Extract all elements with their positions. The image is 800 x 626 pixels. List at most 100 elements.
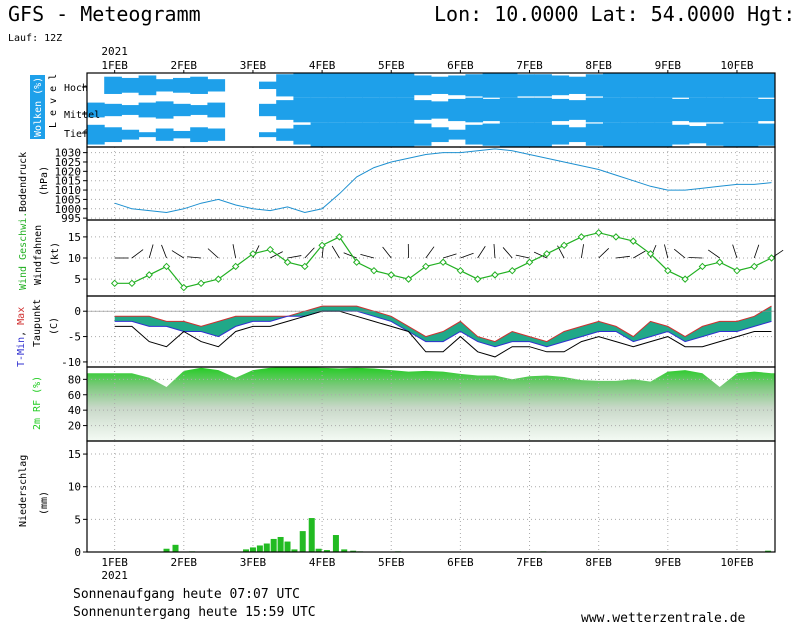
cloud-cell-hoch [276, 74, 294, 96]
cloud-cell-tief [517, 122, 535, 147]
cloud-cell-tief [87, 125, 105, 145]
precip-unit: (mm) [39, 491, 50, 515]
cloud-cell-tief [465, 125, 483, 145]
temp-ylabel-min: T-Min [16, 337, 27, 367]
precip-ytick-label: 15 [68, 448, 81, 461]
cloud-cell-hoch [483, 73, 501, 98]
cloud-cell-mittel [328, 98, 346, 123]
cloud-cell-mittel [655, 98, 673, 123]
cloud-cell-tief [637, 122, 655, 147]
pressure-ytick-label: 1030 [55, 147, 82, 160]
cloud-cell-mittel [431, 101, 449, 118]
cloud-cell-tief [758, 124, 776, 146]
precip-bar [278, 537, 284, 552]
cloud-cell-tief [586, 124, 604, 146]
wind-point [388, 272, 394, 278]
wind-barb [233, 244, 236, 258]
pressure-unit: (hPa) [39, 166, 50, 196]
cloud-cell-mittel [362, 98, 380, 123]
precip-frame [87, 441, 775, 552]
cloud-cell-tief [534, 122, 552, 147]
cloud-cell-hoch [397, 73, 415, 98]
wind-barb [383, 247, 392, 258]
cloud-cell-hoch [758, 73, 776, 98]
cloud-cell-hoch [534, 74, 552, 96]
level-label: L e v e l [48, 74, 59, 128]
day-label-bottom: 5FEB [378, 556, 405, 569]
cloud-cell-mittel [741, 98, 759, 123]
precip-bar [271, 539, 277, 552]
wind-point [475, 276, 481, 282]
cloud-cell-mittel [448, 99, 466, 121]
wind-barb [633, 251, 645, 258]
cloud-cell-tief [259, 132, 277, 137]
temp-band [115, 306, 772, 347]
cloud-cell-tief [655, 122, 673, 147]
wind-barb [599, 248, 609, 258]
humidity-ytick-label: 20 [68, 420, 81, 433]
humidity-ylabel: 2m RF (%) [32, 376, 43, 430]
cloud-cell-hoch [414, 75, 432, 95]
cloud-cell-mittel [293, 98, 311, 123]
cloud-cell-mittel [758, 99, 776, 121]
cloud-cell-tief [551, 125, 569, 145]
cloud-cell-tief [345, 122, 363, 147]
sunset-text: Sonnenuntergang heute 15:59 UTC [73, 605, 316, 620]
precip-ylabel: Niederschlag [18, 455, 29, 527]
day-label-bottom: 7FEB [516, 556, 543, 569]
site-link[interactable]: www.wetterzentrale.de [581, 611, 745, 626]
temp-unit: (C) [49, 317, 60, 335]
cloud-cell-hoch [139, 75, 157, 95]
cloud-cell-tief [173, 131, 191, 138]
wind-point [544, 251, 550, 257]
cloud-cell-tief [379, 122, 397, 147]
cloud-cell-tief [121, 130, 139, 140]
wind-point [198, 280, 204, 286]
wind-ylabel: Wind Geschwi. [18, 212, 29, 290]
cloud-cell-tief [706, 124, 724, 146]
cloud-cell-mittel [672, 99, 690, 121]
cloud-cell-hoch [259, 82, 277, 89]
cloud-cell-hoch [465, 74, 483, 96]
cloud-cell-mittel [311, 98, 329, 123]
cloud-cell-tief [620, 122, 638, 147]
cloud-cell-hoch [431, 77, 449, 94]
cloud-cell-hoch [689, 73, 707, 98]
cloud-cell-tief [311, 122, 329, 147]
year-label-bottom: 2021 [101, 569, 128, 582]
cloud-cell-tief [431, 127, 449, 142]
cloud-level-hoch: Hoch [64, 83, 88, 94]
day-label-bottom: 6FEB [447, 556, 474, 569]
wind-barb [733, 245, 737, 258]
wind-barb [754, 245, 759, 258]
wind-barb [494, 244, 495, 258]
cloud-cell-tief [207, 129, 225, 141]
cloud-cell-tief [156, 129, 174, 141]
cloud-cell-hoch [586, 74, 604, 96]
wind-barb [172, 251, 184, 258]
cloud-cell-mittel [190, 105, 208, 115]
wind-barb [516, 255, 530, 258]
wind-barb [208, 249, 218, 258]
cloud-cell-hoch [603, 73, 621, 98]
cloud-cell-hoch [448, 75, 466, 95]
cloud-cell-hoch [311, 73, 329, 98]
cloud-cell-mittel [121, 105, 139, 115]
cloud-cell-hoch [655, 73, 673, 98]
wind-barb [443, 254, 456, 258]
cloud-cell-mittel [276, 100, 294, 120]
cloud-cell-tief [397, 122, 415, 147]
day-label-bottom: 9FEB [655, 556, 682, 569]
wind-point [527, 259, 533, 265]
cloud-cell-mittel [689, 98, 707, 123]
wind-ytick-label: 10 [68, 252, 81, 265]
temperature-ytick-label: -5 [68, 331, 81, 344]
cloud-cell-mittel [706, 98, 724, 123]
wind-point [440, 259, 446, 265]
wind-barb [360, 254, 374, 258]
cloud-cell-hoch [569, 77, 587, 94]
year-label-top: 2021 [101, 45, 128, 58]
day-label-bottom: 2FEB [171, 556, 198, 569]
cloud-cell-tief [293, 125, 311, 145]
cloud-cell-mittel [345, 98, 363, 123]
